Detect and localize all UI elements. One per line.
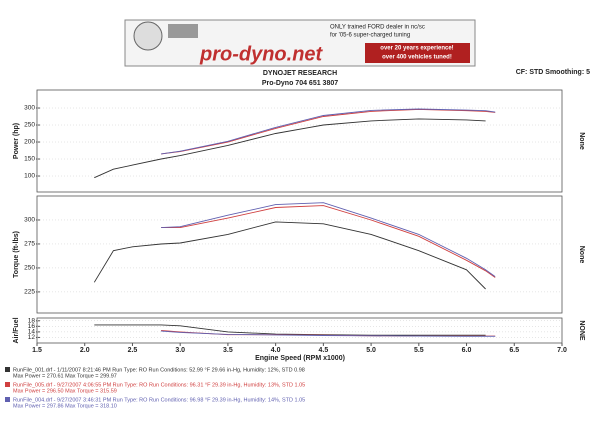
x-tick-label: 2.0 <box>80 347 90 354</box>
flag-icon <box>168 24 198 38</box>
y-tick-label: 150 <box>24 156 35 163</box>
legend-text: RunFile_004.drf - 9/27/2007 3:46:31 PM R… <box>13 397 305 403</box>
y-axis-label: Power (hp) <box>13 123 20 159</box>
legend-text: RunFile_001.drf - 1/11/2007 8:21:46 PM R… <box>13 367 305 373</box>
x-tick-label: 6.5 <box>509 347 519 354</box>
run-line <box>93 221 486 290</box>
run-line <box>161 330 496 337</box>
legend-text: Max Power = 270.61 Max Torque = 299.97 <box>13 373 117 379</box>
right-label: NONE <box>578 320 585 341</box>
run-line <box>161 108 496 155</box>
banner-brand: pro-dyno.net <box>199 43 324 65</box>
header-title: DYNOJET RESEARCH <box>263 70 337 77</box>
legend-text: RunFile_005.drf - 9/27/2007 4:06:55 PM R… <box>13 382 305 388</box>
x-axis-label: Engine Speed (RPM x1000) <box>255 355 345 362</box>
y-tick-label: 300 <box>24 105 35 112</box>
legend-text: Max Power = 297.86 Max Torque = 318.10 <box>13 403 117 409</box>
y-tick-label: 16 <box>28 323 36 330</box>
x-tick-label: 3.5 <box>223 347 233 354</box>
y-tick-label: 275 <box>24 241 35 248</box>
y-tick-label: 100 <box>24 173 35 180</box>
y-tick-label: 200 <box>24 139 35 146</box>
y-tick-label: 18 <box>28 317 36 324</box>
y-tick-label: 14 <box>28 329 36 336</box>
x-tick-label: 1.5 <box>32 347 42 354</box>
header-settings: CF: STD Smoothing: 5 <box>516 69 590 76</box>
banner-badge <box>365 43 470 63</box>
y-tick-label: 225 <box>24 289 35 296</box>
banner-line: over 20 years experience! <box>380 46 453 52</box>
y-tick-label: 250 <box>24 265 35 272</box>
banner-line: for '05-6 super-charged tuning <box>330 33 410 39</box>
y-axis-label: Air/Fuel <box>13 317 20 343</box>
right-label: None <box>578 132 585 150</box>
x-tick-label: 6.0 <box>462 347 472 354</box>
x-tick-label: 3.0 <box>175 347 185 354</box>
x-tick-label: 7.0 <box>557 347 567 354</box>
y-tick-label: 250 <box>24 122 35 129</box>
run-line <box>161 205 496 278</box>
y-axis-label: Torque (ft-lbs) <box>13 231 20 278</box>
panel <box>36 195 563 314</box>
legend-swatch <box>5 382 10 387</box>
x-tick-label: 2.5 <box>128 347 138 354</box>
y-tick-label: 300 <box>24 217 35 224</box>
banner: ONLY trained FORD dealer in nc/sc for '0… <box>124 19 476 67</box>
banner-line: over 400 vehicles tuned! <box>382 55 452 61</box>
panel <box>36 317 563 344</box>
legend-text: Max Power = 296.50 Max Torque = 315.59 <box>13 388 117 394</box>
gauge-icon <box>133 21 163 51</box>
x-tick-label: 5.5 <box>414 347 424 354</box>
run-line <box>94 324 486 336</box>
x-tick-label: 4.5 <box>318 347 328 354</box>
run-line <box>161 108 496 155</box>
header-subtitle: Pro-Dyno 704 651 3807 <box>262 80 338 87</box>
legend-swatch <box>5 367 10 372</box>
banner-line: ONLY trained FORD dealer in nc/sc <box>330 25 425 31</box>
right-label: None <box>578 246 585 264</box>
y-tick-label: 12 <box>28 334 36 341</box>
x-tick-label: 4.0 <box>271 347 281 354</box>
legend-swatch <box>5 397 10 402</box>
run-line <box>94 118 486 179</box>
panel <box>36 89 563 193</box>
x-tick-label: 5.0 <box>366 347 376 354</box>
run-line <box>161 202 496 277</box>
